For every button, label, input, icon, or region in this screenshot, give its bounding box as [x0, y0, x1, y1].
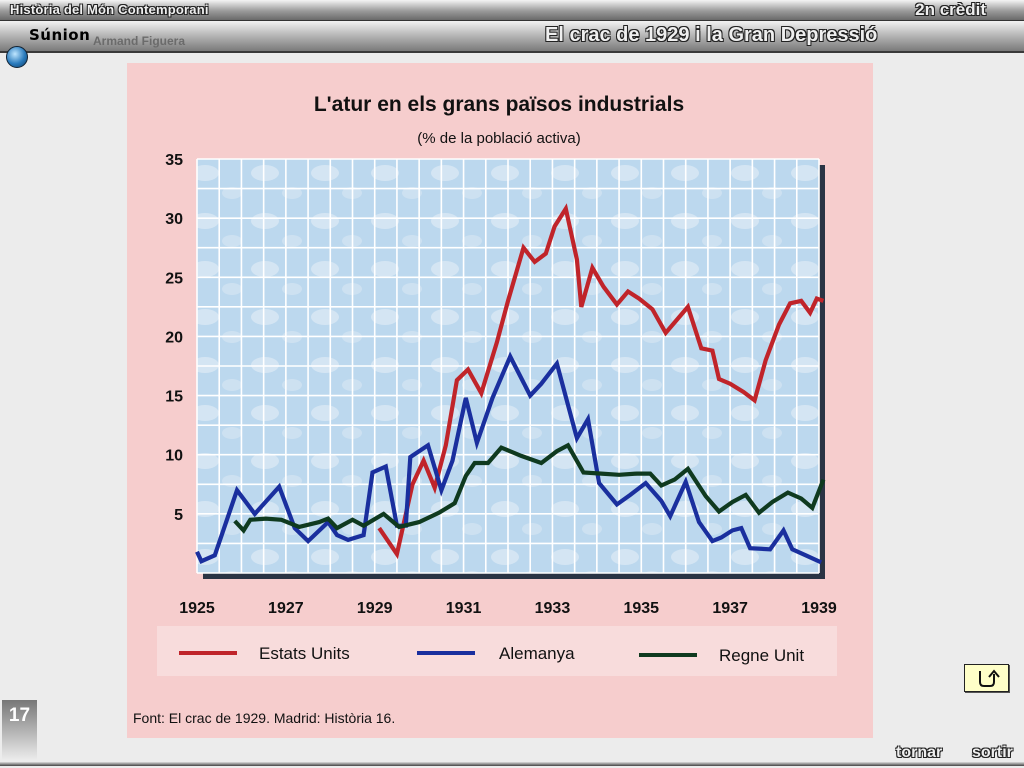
y-axis-ticks: 35 30 25 20 15 10 5	[165, 152, 183, 524]
y-tick-label: 20	[165, 329, 183, 346]
y-tick-label: 25	[165, 270, 183, 287]
series-lines	[195, 203, 826, 565]
legend-label-alemanya: Alemanya	[499, 644, 575, 663]
footer-bar	[0, 762, 1024, 766]
legend-box	[157, 626, 837, 676]
y-tick-label: 15	[165, 389, 183, 406]
x-axis-ticks: 1925 1927 1929 1931 1933 1935 1937 1939	[179, 600, 837, 617]
series-line-estats-units	[377, 203, 825, 560]
x-tick-label: 1937	[712, 600, 748, 617]
legend-label-regne-unit: Regne Unit	[719, 646, 804, 665]
y-tick-label: 30	[165, 211, 183, 228]
legend-label-estats-units: Estats Units	[259, 644, 350, 663]
author-name: Armand Figuera	[93, 34, 186, 48]
course-title: Història del Món Contemporani	[10, 2, 209, 17]
series-line-regne-unit	[233, 442, 826, 534]
series-line-alemanya	[195, 351, 823, 565]
reload-arrow-icon	[979, 669, 1000, 687]
x-tick-label: 1935	[623, 600, 659, 617]
x-tick-label: 1933	[535, 600, 571, 617]
publisher-logo-text: Súnion	[29, 26, 91, 44]
x-tick-label: 1931	[446, 600, 482, 617]
reload-button[interactable]	[964, 664, 1009, 692]
chart-subtitle: (% de la població activa)	[417, 130, 580, 147]
grid	[196, 158, 820, 574]
globe-logo-icon	[6, 46, 28, 68]
y-tick-label: 35	[165, 152, 183, 169]
chart-source: Font: El crac de 1929. Madrid: Història …	[133, 710, 395, 726]
x-tick-label: 1927	[268, 600, 304, 617]
y-tick-label: 10	[165, 448, 183, 465]
chart-image: L'atur en els grans països industrials (…	[127, 63, 873, 738]
credit-label: 2n crèdit	[915, 0, 986, 19]
x-tick-label: 1939	[801, 600, 837, 617]
lesson-title: El crac de 1929 i la Gran Depressió	[545, 24, 878, 46]
x-tick-label: 1929	[357, 600, 393, 617]
unemployment-chart: L'atur en els grans països industrials (…	[133, 93, 837, 726]
x-tick-label: 1925	[179, 600, 215, 617]
y-tick-label: 5	[174, 507, 183, 524]
exit-link[interactable]: sortir	[972, 744, 1013, 761]
course-header-bar: Història del Món Contemporani 2n crèdit	[0, 0, 1024, 21]
slide-number: 17	[2, 700, 37, 760]
lesson-header-bar	[0, 21, 1024, 68]
chart-title: L'atur en els grans països industrials	[314, 93, 684, 116]
back-link[interactable]: tornar	[896, 744, 943, 761]
